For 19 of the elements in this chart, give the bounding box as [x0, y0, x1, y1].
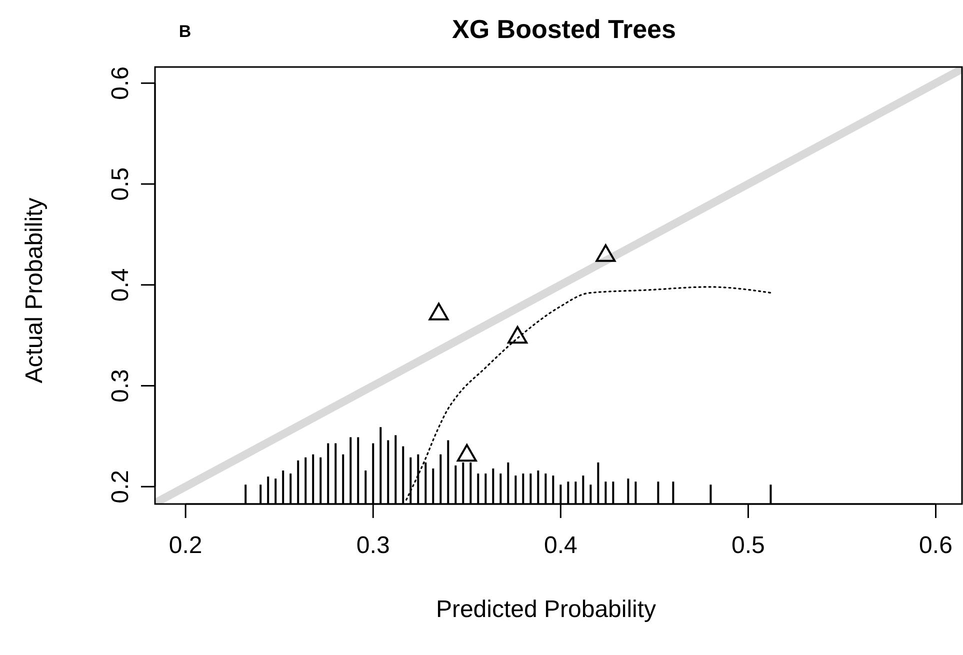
point — [596, 244, 616, 262]
point — [456, 444, 477, 462]
y-tick-label: 0.4 — [107, 268, 134, 302]
x-tick-label: 0.2 — [168, 532, 202, 559]
y-tick-label: 0.5 — [107, 167, 134, 201]
x-axis-title: Predicted Probability — [436, 596, 656, 623]
x-tick-label: 0.3 — [356, 532, 390, 559]
y-tick-label: 0.2 — [107, 470, 134, 504]
y-tick-label: 0.6 — [107, 66, 134, 100]
x-tick-label: 0.6 — [919, 532, 952, 559]
point — [508, 326, 528, 344]
x-tick-label: 0.4 — [544, 532, 578, 559]
y-tick-label: 0.3 — [107, 369, 134, 402]
text: B — [178, 22, 192, 41]
x-tick-label: 0.5 — [732, 532, 765, 559]
chart-title: XG Boosted Trees — [452, 14, 676, 44]
point — [428, 302, 449, 320]
y-axis-title: Actual Probability — [21, 198, 48, 384]
line-series — [406, 286, 773, 501]
